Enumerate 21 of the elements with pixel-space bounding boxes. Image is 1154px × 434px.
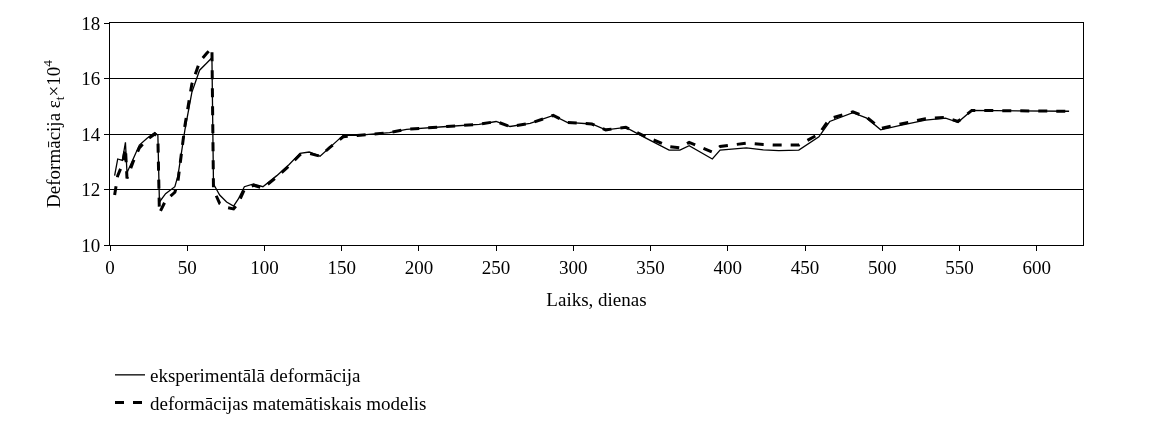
x-tick-label: 600 bbox=[1022, 256, 1051, 278]
y-tick-label: 12 bbox=[81, 179, 101, 201]
x-tick-label: 450 bbox=[790, 256, 820, 278]
x-tick-label: 0 bbox=[105, 256, 115, 278]
x-tick-label: 150 bbox=[327, 256, 356, 278]
x-axis-title: Laiks, dienas bbox=[546, 288, 647, 310]
legend-label: eksperimentālā deformācija bbox=[150, 365, 362, 387]
y-tick-label: 14 bbox=[81, 123, 101, 145]
y-tick-label: 10 bbox=[81, 234, 101, 256]
x-tick-label: 100 bbox=[250, 256, 279, 278]
x-tick-label: 550 bbox=[945, 256, 974, 278]
x-tick-label: 300 bbox=[559, 256, 588, 278]
legend-label: deformācijas matemātiskais modelis bbox=[150, 392, 427, 414]
y-tick-label: 16 bbox=[81, 68, 101, 90]
x-tick-label: 200 bbox=[404, 256, 434, 278]
x-tick-label: 250 bbox=[481, 256, 511, 278]
x-tick-label: 50 bbox=[177, 256, 197, 278]
x-tick-label: 350 bbox=[636, 256, 665, 278]
x-tick-label: 400 bbox=[713, 256, 743, 278]
y-tick-label: 18 bbox=[81, 12, 101, 34]
x-tick-label: 500 bbox=[867, 256, 897, 278]
